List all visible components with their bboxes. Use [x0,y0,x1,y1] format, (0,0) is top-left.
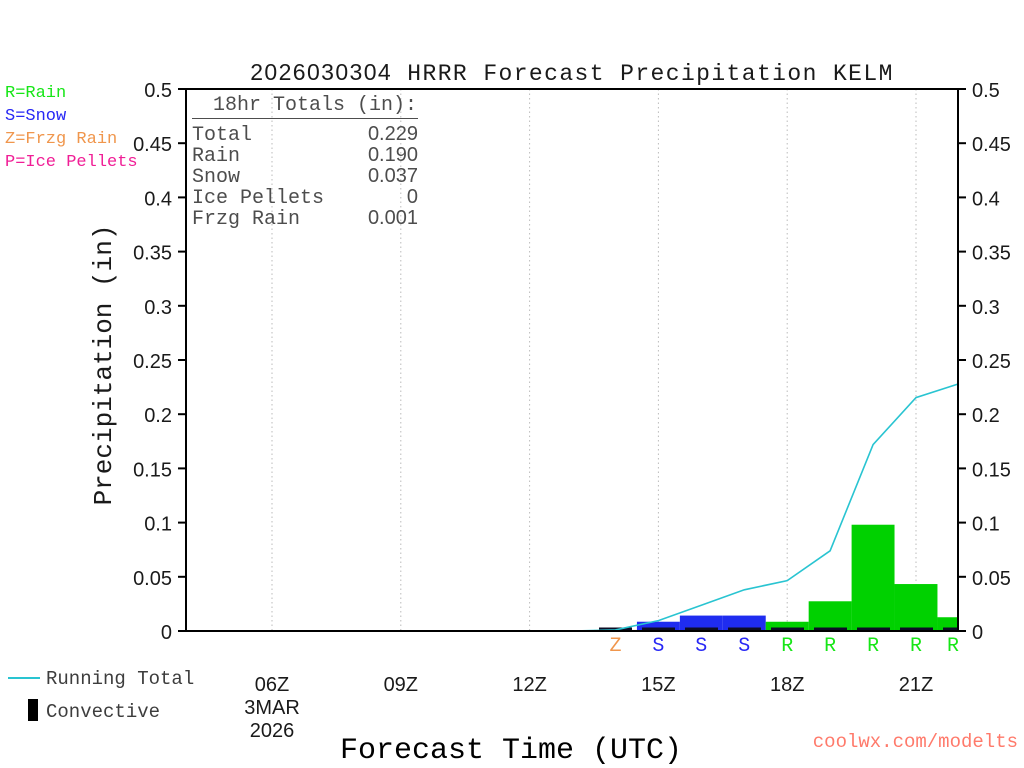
svg-text:18hr Totals (in):: 18hr Totals (in): [213,94,417,117]
svg-text:0.4: 0.4 [144,188,172,210]
svg-text:06Z: 06Z [255,674,289,696]
svg-text:12Z: 12Z [512,674,546,696]
svg-text:0: 0 [972,622,983,644]
svg-text:S=Snow: S=Snow [5,107,67,126]
svg-text:R: R [910,635,922,658]
svg-text:Precipitation (in): Precipitation (in) [89,225,119,506]
svg-text:0.037: 0.037 [368,165,418,187]
svg-text:S: S [695,635,707,658]
svg-text:0.1: 0.1 [972,514,1000,536]
svg-text:P=Ice Pellets: P=Ice Pellets [5,153,138,172]
svg-text:Forecast Time (UTC): Forecast Time (UTC) [340,734,682,768]
svg-text:0.190: 0.190 [368,144,418,166]
svg-text:09Z: 09Z [384,674,418,696]
svg-text:Running Total: Running Total [46,668,194,690]
svg-text:0.45: 0.45 [972,134,1011,156]
svg-text:S: S [652,635,664,658]
svg-text:R: R [781,635,793,658]
svg-text:18Z: 18Z [770,674,804,696]
svg-text:0.5: 0.5 [144,80,172,102]
svg-text:R: R [824,635,836,658]
svg-text:2026: 2026 [250,720,295,742]
svg-text:0.35: 0.35 [133,243,172,265]
svg-text:Total: Total [192,124,252,147]
svg-text:3MAR: 3MAR [244,697,300,719]
svg-text:0.229: 0.229 [368,123,418,145]
svg-text:0: 0 [407,186,418,208]
svg-text:0.3: 0.3 [972,297,1000,319]
svg-text:0.4: 0.4 [972,188,1000,210]
svg-text:S: S [738,635,750,658]
svg-text:0.25: 0.25 [133,351,172,373]
svg-text:0.3: 0.3 [144,297,172,319]
svg-text:0.05: 0.05 [972,568,1011,590]
svg-text:Convective: Convective [46,701,160,723]
svg-text:0.05: 0.05 [133,568,172,590]
svg-text:2026030304 HRRR Forecast Pr: 2026030304 HRRR Forecast Precipitation K… [250,59,894,87]
svg-text:Z=Frzg Rain: Z=Frzg Rain [5,130,117,149]
svg-text:0.2: 0.2 [972,405,1000,427]
svg-text:0.25: 0.25 [972,351,1011,373]
svg-text:0.45: 0.45 [133,134,172,156]
svg-text:Frzg Rain: Frzg Rain [192,208,300,231]
svg-text:R=Rain: R=Rain [5,84,66,103]
svg-text:Rain: Rain [192,145,240,168]
svg-text:Ice Pellets: Ice Pellets [192,187,324,210]
svg-text:coolwx.com/modelts: coolwx.com/modelts [813,731,1018,753]
svg-text:0.001: 0.001 [368,207,418,229]
svg-text:Snow: Snow [192,166,240,189]
svg-text:R: R [867,635,879,658]
svg-text:0.5: 0.5 [972,80,1000,102]
svg-text:0.1: 0.1 [144,514,172,536]
svg-text:Z: Z [609,635,621,658]
svg-text:0: 0 [161,622,172,644]
svg-text:0.15: 0.15 [133,459,172,481]
svg-text:0.35: 0.35 [972,243,1011,265]
svg-text:R: R [947,635,959,658]
svg-text:15Z: 15Z [641,674,675,696]
svg-text:0.15: 0.15 [972,459,1011,481]
svg-text:21Z: 21Z [899,674,933,696]
svg-text:0.2: 0.2 [144,405,172,427]
